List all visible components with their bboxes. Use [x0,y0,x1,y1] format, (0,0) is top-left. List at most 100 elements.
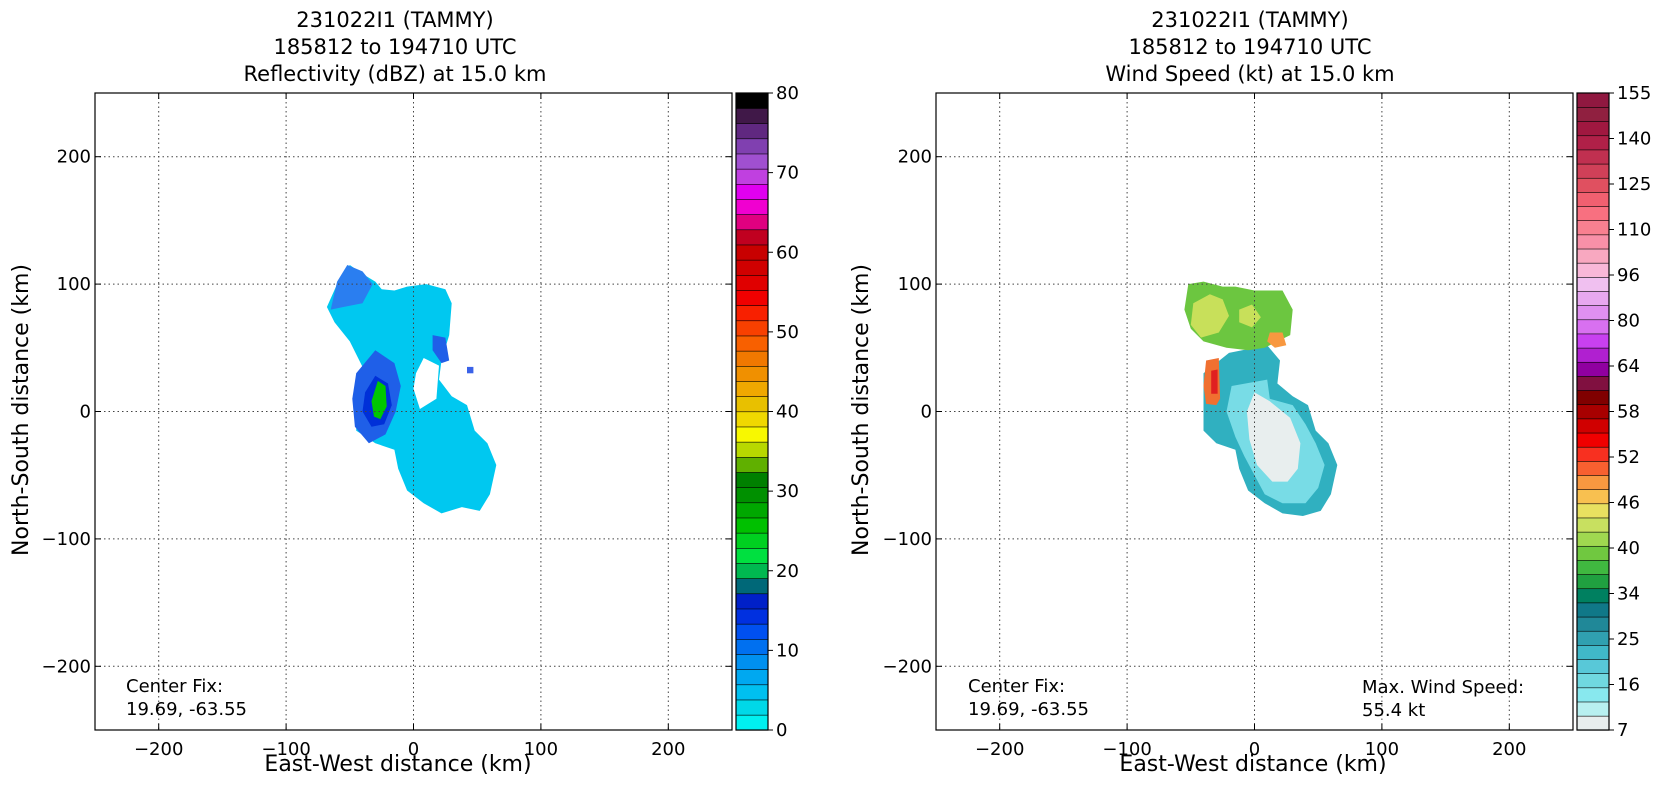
colorbar-segment [1576,135,1610,151]
colorbar-segment [1576,616,1610,632]
colorbar-segment [1576,375,1610,391]
colorbar-segment [735,623,769,640]
colorbar-segment [1576,319,1610,335]
field-region-1 [330,265,373,310]
reflectivity-colorbar: 0 10 20 30 40 50 60 70 80 [735,83,799,741]
colorbar-segment [1576,630,1610,646]
panel-title-line-3: Wind Speed (kt) at 15.0 km [1105,62,1394,86]
colorbar-segment [735,380,769,397]
colorbar-tick-label: 64 [1617,356,1640,377]
colorbar-segment [1576,389,1610,406]
colorbar-segment [735,396,769,413]
colorbar-tick-label: 58 [1617,402,1640,423]
colorbar-segment [735,714,769,731]
colorbar-tick-label: 40 [1617,538,1640,559]
colorbar-segment [1576,347,1610,363]
colorbar-segment [735,502,769,519]
wind-speed-plot-area: −200 −100 0 100 200 −200 −100 0 100 200 [883,92,1574,760]
colorbar-segment [1576,121,1610,137]
colorbar-segment [1576,305,1610,321]
colorbar-segment [735,547,769,564]
field-region-4 [1190,294,1229,338]
colorbar-segment [1576,673,1610,689]
colorbar-tick-label: 140 [1617,129,1651,150]
x-tick-label: 0 [408,739,419,760]
y-tick-label: 100 [57,274,91,295]
colorbar-tick-label: 155 [1617,83,1651,104]
colorbar-tick-label: 80 [1617,311,1640,332]
colorbar-segment [1576,446,1610,462]
colorbar-tick-label: 110 [1617,220,1651,241]
colorbar-segment [1576,559,1610,575]
y-tick-label: −100 [42,529,91,550]
panel-title-line-2: 185812 to 194710 UTC [273,35,516,59]
colorbar-segment [1576,531,1610,547]
colorbar-segment [1576,220,1610,236]
y-tick-label: 0 [80,402,91,423]
max-wind-value: 55.4 kt [1362,700,1425,721]
colorbar-segment [735,92,769,109]
colorbar-tick-label: 40 [776,402,799,423]
center-fix-label: Center Fix: [126,676,223,697]
wind-speed-panel: 231022I1 (TAMMY) 185812 to 194710 UTC Wi… [849,8,1651,777]
reflectivity-plot-area: −200 −100 0 100 200 −200 −100 0 100 200 [42,92,733,760]
colorbar-segment [735,608,769,625]
colorbar-segment [735,274,769,291]
panel-title-line-3: Reflectivity (dBZ) at 15.0 km [244,62,547,86]
colorbar-segment [735,153,769,170]
field-region-6 [1267,332,1287,348]
colorbar-segment [735,365,769,382]
y-tick-label: −100 [883,529,932,550]
y-tick-label: 200 [898,147,932,168]
colorbar-segment [1576,489,1610,505]
y-tick-label: 100 [898,274,932,295]
center-fix-value: 19.69, -63.55 [126,699,247,720]
reflectivity-panel: 231022I1 (TAMMY) 185812 to 194710 UTC Re… [9,8,799,777]
colorbar-segment [1576,687,1610,703]
x-tick-label: −100 [1102,739,1151,760]
colorbar-segment [1576,418,1610,434]
colorbar-segment [1576,644,1610,660]
y-tick-label: −200 [42,656,91,677]
colorbar-segment [735,289,769,306]
colorbar-tick-label: 80 [776,83,799,104]
colorbar-segment [1576,460,1610,476]
colorbar-segment [1576,290,1610,306]
x-tick-label: 100 [524,739,558,760]
colorbar-segment [735,669,769,686]
wind-speed-colorbar: 7 16 25 34 40 46 52 58 64 80 96 110 125 140 155 [1576,83,1651,741]
colorbar-segment [735,168,769,185]
colorbar-tick-label: 50 [776,322,799,343]
colorbar-segment [735,471,769,488]
colorbar-segment [735,123,769,140]
colorbar-segment [735,562,769,579]
colorbar-segment [1576,149,1610,165]
colorbar-segment [1576,163,1610,179]
field-region-2 [1246,392,1301,482]
colorbar-segment [1576,573,1610,590]
field-region-5 [1239,304,1261,328]
colorbar-segment [735,426,769,443]
x-tick-label: −200 [134,739,183,760]
colorbar-segment [1576,333,1610,349]
center-fix-value: 19.69, -63.55 [968,699,1089,720]
x-tick-label: 200 [1492,739,1526,760]
colorbar-tick-label: 25 [1617,629,1640,650]
field-region-4 [371,380,387,420]
colorbar-segment [735,532,769,549]
colorbar-segment [735,229,769,246]
colorbar-segment [735,183,769,200]
colorbar-tick-label: 7 [1617,720,1628,741]
colorbar-segment [1576,234,1610,250]
x-tick-label: −200 [975,739,1024,760]
colorbar-segment [735,411,769,428]
colorbar-segment [1576,503,1610,519]
panel-title-line-1: 231022I1 (TAMMY) [1151,8,1348,32]
colorbar-segment [735,320,769,337]
colorbar-segment [1576,106,1610,122]
colorbar-segment [735,487,769,504]
x-tick-label: 100 [1365,739,1399,760]
field-region-6 [413,358,439,409]
colorbar-segment [1576,474,1610,490]
colorbar-segment [735,305,769,322]
